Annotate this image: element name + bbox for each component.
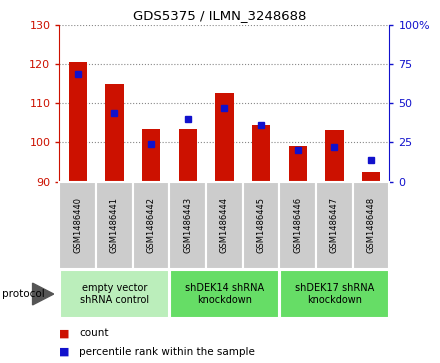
Bar xyxy=(280,270,389,318)
Bar xyxy=(59,182,96,269)
Bar xyxy=(316,182,353,269)
Text: GSM1486445: GSM1486445 xyxy=(257,197,266,253)
Text: GSM1486440: GSM1486440 xyxy=(73,197,82,253)
Bar xyxy=(96,182,133,269)
Text: GDS5375 / ILMN_3248688: GDS5375 / ILMN_3248688 xyxy=(133,9,307,22)
Text: protocol: protocol xyxy=(2,289,45,299)
Text: GSM1486448: GSM1486448 xyxy=(367,197,376,253)
Text: percentile rank within the sample: percentile rank within the sample xyxy=(79,347,255,357)
Bar xyxy=(362,172,380,182)
Bar xyxy=(142,129,160,182)
Bar xyxy=(215,93,234,182)
Bar xyxy=(252,125,270,182)
Bar xyxy=(60,270,169,318)
Text: shDEK17 shRNA
knockdown: shDEK17 shRNA knockdown xyxy=(295,283,374,305)
Bar xyxy=(169,182,206,269)
Text: GSM1486441: GSM1486441 xyxy=(110,197,119,253)
Text: GSM1486444: GSM1486444 xyxy=(220,197,229,253)
Bar xyxy=(206,182,243,269)
Bar xyxy=(179,129,197,182)
Text: GSM1486442: GSM1486442 xyxy=(147,197,156,253)
Text: GSM1486443: GSM1486443 xyxy=(183,197,192,253)
Text: empty vector
shRNA control: empty vector shRNA control xyxy=(80,283,149,305)
Text: count: count xyxy=(79,329,109,338)
Text: ■: ■ xyxy=(59,329,70,338)
Text: shDEK14 shRNA
knockdown: shDEK14 shRNA knockdown xyxy=(185,283,264,305)
Bar xyxy=(289,146,307,182)
Bar xyxy=(353,182,389,269)
Bar xyxy=(170,270,279,318)
Bar xyxy=(69,62,87,182)
Text: GSM1486447: GSM1486447 xyxy=(330,197,339,253)
Polygon shape xyxy=(33,283,54,305)
Bar xyxy=(279,182,316,269)
Text: GSM1486446: GSM1486446 xyxy=(293,197,302,253)
Bar xyxy=(105,84,124,182)
Bar xyxy=(243,182,279,269)
Bar xyxy=(325,130,344,182)
Text: ■: ■ xyxy=(59,347,70,357)
Bar xyxy=(133,182,169,269)
